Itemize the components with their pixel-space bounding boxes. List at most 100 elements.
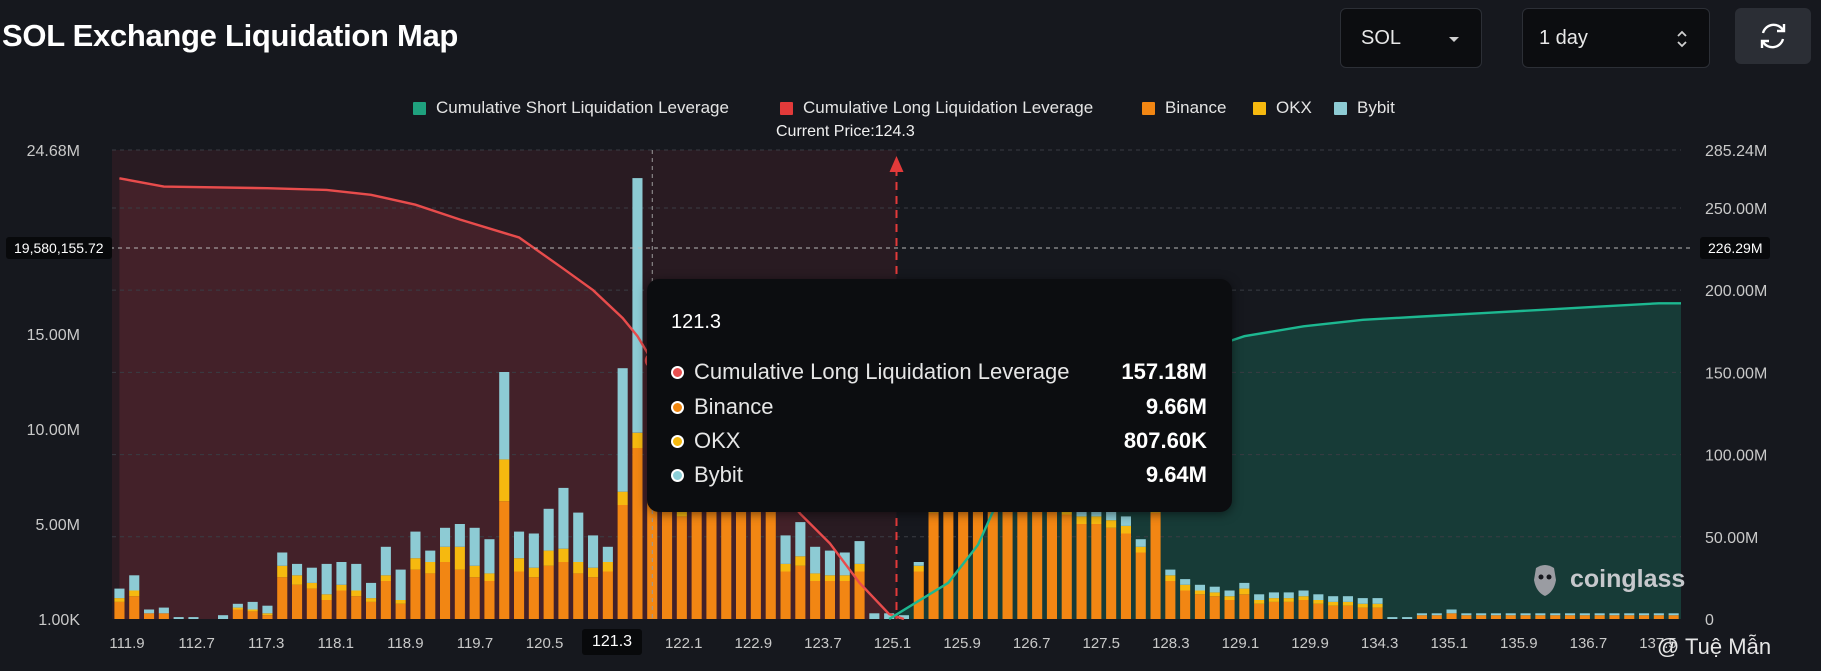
bar-binance[interactable] xyxy=(750,448,761,619)
bar-bybit[interactable] xyxy=(810,546,821,574)
bar-binance[interactable] xyxy=(1579,615,1590,619)
bar-binance[interactable] xyxy=(617,505,628,619)
bar-binance[interactable] xyxy=(972,486,983,619)
bar-bybit[interactable] xyxy=(1416,613,1427,616)
bar-binance[interactable] xyxy=(499,501,510,619)
bar-bybit[interactable] xyxy=(1298,590,1309,597)
bar-okx[interactable] xyxy=(484,573,495,581)
bar-okx[interactable] xyxy=(366,598,377,602)
bar-bybit[interactable] xyxy=(144,609,155,614)
bar-binance[interactable] xyxy=(1490,615,1501,619)
bar-bybit[interactable] xyxy=(484,539,495,574)
bar-binance[interactable] xyxy=(1609,615,1620,619)
bar-okx[interactable] xyxy=(839,575,850,581)
bar-okx[interactable] xyxy=(1268,598,1279,602)
bar-binance[interactable] xyxy=(454,569,465,619)
bar-bybit[interactable] xyxy=(410,531,421,559)
bar-bybit[interactable] xyxy=(306,567,317,583)
bar-bybit[interactable] xyxy=(336,562,347,585)
bar-okx[interactable] xyxy=(262,613,273,616)
bar-binance[interactable] xyxy=(129,596,140,619)
bar-bybit[interactable] xyxy=(1209,586,1220,593)
bar-binance[interactable] xyxy=(1328,605,1339,619)
bar-binance[interactable] xyxy=(1046,508,1057,619)
bar-bybit[interactable] xyxy=(543,508,554,551)
bar-bybit[interactable] xyxy=(425,550,436,562)
bar-bybit[interactable] xyxy=(1668,613,1679,616)
bar-bybit[interactable] xyxy=(795,522,806,557)
bar-binance[interactable] xyxy=(1535,615,1546,619)
bar-okx[interactable] xyxy=(277,565,288,578)
bar-okx[interactable] xyxy=(1313,600,1324,604)
bar-bybit[interactable] xyxy=(1224,590,1235,597)
bar-binance[interactable] xyxy=(1165,581,1176,619)
bar-binance[interactable] xyxy=(676,516,687,619)
bar-okx[interactable] xyxy=(232,607,243,610)
bar-okx[interactable] xyxy=(1120,525,1131,534)
bar-bybit[interactable] xyxy=(1505,613,1516,616)
bar-bybit[interactable] xyxy=(129,575,140,591)
bar-bybit[interactable] xyxy=(1194,584,1205,591)
bar-okx[interactable] xyxy=(1357,603,1368,608)
bar-bybit[interactable] xyxy=(232,603,243,608)
bar-binance[interactable] xyxy=(351,596,362,619)
bar-bybit[interactable] xyxy=(1431,613,1442,616)
period-select[interactable]: 1 day xyxy=(1522,8,1710,68)
bar-bybit[interactable] xyxy=(321,563,332,595)
bar-okx[interactable] xyxy=(810,573,821,581)
bar-binance[interactable] xyxy=(380,581,391,619)
bar-bybit[interactable] xyxy=(1535,613,1546,616)
bar-bybit[interactable] xyxy=(1402,617,1413,619)
bar-binance[interactable] xyxy=(484,581,495,619)
bar-okx[interactable] xyxy=(499,459,510,502)
bar-bybit[interactable] xyxy=(1565,613,1576,616)
bar-binance[interactable] xyxy=(425,573,436,619)
bar-bybit[interactable] xyxy=(1387,617,1398,619)
bar-binance[interactable] xyxy=(1194,594,1205,619)
bar-binance[interactable] xyxy=(588,577,599,619)
bar-okx[interactable] xyxy=(425,562,436,574)
bar-binance[interactable] xyxy=(632,448,643,619)
bar-binance[interactable] xyxy=(1298,600,1309,619)
bar-okx[interactable] xyxy=(913,565,924,572)
bar-okx[interactable] xyxy=(795,556,806,566)
bar-binance[interactable] xyxy=(780,571,791,620)
bar-binance[interactable] xyxy=(1550,615,1561,619)
bar-okx[interactable] xyxy=(588,567,599,578)
bar-binance[interactable] xyxy=(795,565,806,619)
bar-binance[interactable] xyxy=(1002,486,1013,619)
bar-binance[interactable] xyxy=(1150,512,1161,619)
bar-bybit[interactable] xyxy=(1490,613,1501,616)
bar-okx[interactable] xyxy=(1372,603,1383,608)
bar-okx[interactable] xyxy=(380,575,391,581)
bar-bybit[interactable] xyxy=(1357,598,1368,604)
bar-binance[interactable] xyxy=(528,577,539,619)
symbol-select[interactable]: SOL xyxy=(1340,8,1482,68)
bar-bybit[interactable] xyxy=(1106,508,1117,521)
bar-binance[interactable] xyxy=(1254,603,1265,619)
legend-item-bybit[interactable]: Bybit xyxy=(1334,97,1395,119)
bar-bybit[interactable] xyxy=(558,487,569,549)
bar-okx[interactable] xyxy=(306,582,317,589)
bar-binance[interactable] xyxy=(262,615,273,619)
bar-binance[interactable] xyxy=(721,438,732,620)
legend-item-binance[interactable]: Binance xyxy=(1142,97,1226,119)
bar-binance[interactable] xyxy=(1061,514,1072,620)
bar-binance[interactable] xyxy=(987,467,998,619)
bar-binance[interactable] xyxy=(1283,601,1294,619)
bar-bybit[interactable] xyxy=(1476,613,1487,616)
bar-okx[interactable] xyxy=(351,590,362,597)
bar-okx[interactable] xyxy=(410,558,421,570)
bar-okx[interactable] xyxy=(1194,590,1205,595)
bar-bybit[interactable] xyxy=(1328,596,1339,602)
bar-binance[interactable] xyxy=(1091,524,1102,619)
bar-bybit[interactable] xyxy=(1135,539,1146,547)
bar-binance[interactable] xyxy=(1565,615,1576,619)
bar-binance[interactable] xyxy=(158,613,169,619)
bar-binance[interactable] xyxy=(736,429,747,619)
bar-bybit[interactable] xyxy=(454,524,465,547)
bar-bybit[interactable] xyxy=(1579,613,1590,616)
bar-bybit[interactable] xyxy=(262,605,273,614)
bar-okx[interactable] xyxy=(1283,598,1294,602)
bar-binance[interactable] xyxy=(410,569,421,619)
